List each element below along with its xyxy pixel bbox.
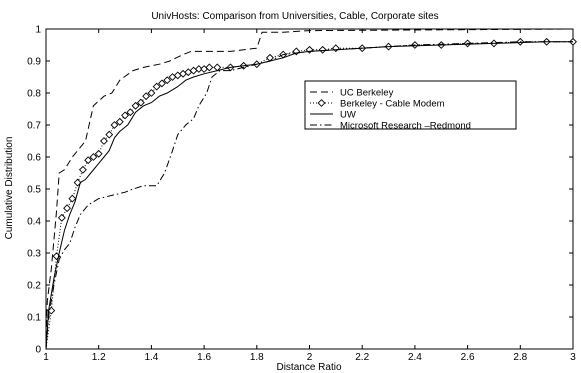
series-marker-diamond: [115, 117, 124, 126]
x-tick-label: 2: [307, 352, 313, 363]
y-tick-label: 0.8: [27, 89, 41, 100]
series-marker-diamond: [57, 213, 66, 222]
y-tick-label: 0.9: [27, 57, 41, 68]
x-axis-label: Distance Ratio: [276, 362, 341, 373]
series-line-0: [45, 28, 574, 350]
x-tick-label: 2.6: [461, 352, 475, 363]
series-marker-diamond: [131, 101, 140, 110]
series-marker-diamond: [163, 76, 172, 85]
x-tick-label: 2.4: [408, 352, 422, 363]
series-marker-diamond: [136, 98, 145, 107]
x-tick-label: 1.2: [92, 352, 106, 363]
legend-box: [304, 80, 517, 130]
series-marker-diamond: [78, 165, 87, 174]
series-layer: [45, 28, 577, 350]
x-tick-label: 1.6: [197, 352, 211, 363]
series-line-3: [45, 41, 573, 350]
y-tick-label: 0.7: [27, 121, 41, 132]
x-tick-label: 2.8: [513, 352, 527, 363]
series-marker-diamond: [158, 79, 166, 88]
y-tick-label: 0.6: [27, 153, 41, 164]
legend-label-3: Microsoft Research –Redmond: [340, 121, 471, 132]
series-marker-diamond: [84, 156, 93, 165]
legend-marker-diamond: [317, 99, 326, 107]
series-marker-diamond: [105, 130, 114, 139]
legend-label-2: UW: [340, 110, 356, 121]
series-marker-diamond: [205, 63, 214, 72]
series-marker-diamond: [126, 108, 135, 117]
series-marker-diamond: [147, 89, 156, 97]
x-tick-label: 1: [43, 352, 49, 363]
series-line-2: [45, 41, 573, 350]
y-axis-label: Cumulative Distribution: [4, 137, 15, 240]
x-tick-label: 2.2: [355, 352, 369, 363]
series-marker-diamond: [152, 82, 161, 91]
x-tick-label: 3: [570, 352, 576, 363]
y-tick-label: 0.3: [27, 249, 41, 260]
y-tick-label: 0.5: [27, 185, 41, 196]
series-marker-diamond: [194, 65, 203, 73]
series-marker-diamond: [318, 45, 327, 54]
y-tick-label: 0: [35, 345, 41, 356]
series-marker-diamond: [73, 178, 82, 187]
y-axis: 0 0.1 0.2 0.3 0.4 0.5 0.6 0.7 0.8 0.9 1: [27, 25, 573, 356]
legend-label-1: Berkeley - Cable Modem: [340, 99, 445, 110]
x-tick-label: 1.8: [250, 352, 264, 363]
series-marker-diamond: [94, 149, 103, 158]
series-marker-diamond: [142, 92, 151, 101]
series-marker-diamond: [110, 121, 119, 129]
series-marker-diamond: [121, 111, 129, 120]
series-marker-diamond: [63, 204, 72, 213]
series-marker-diamond: [89, 153, 98, 161]
legend-label-0: UC Berkeley: [340, 88, 394, 99]
x-tick-label: 1.4: [144, 352, 158, 363]
y-tick-label: 1: [35, 25, 41, 36]
series-marker-diamond: [100, 137, 108, 145]
y-tick-label: 0.2: [27, 281, 41, 292]
y-tick-label: 0.1: [27, 313, 41, 324]
x-axis: 1 1.2 1.4 1.6 1.8 2 2.2 2.4 2.6 2.8 3: [43, 29, 576, 363]
y-tick-label: 0.4: [27, 217, 41, 228]
series-marker-diamond: [68, 194, 77, 203]
chart-title: UnivHosts: Comparison from Universities,…: [151, 11, 438, 22]
